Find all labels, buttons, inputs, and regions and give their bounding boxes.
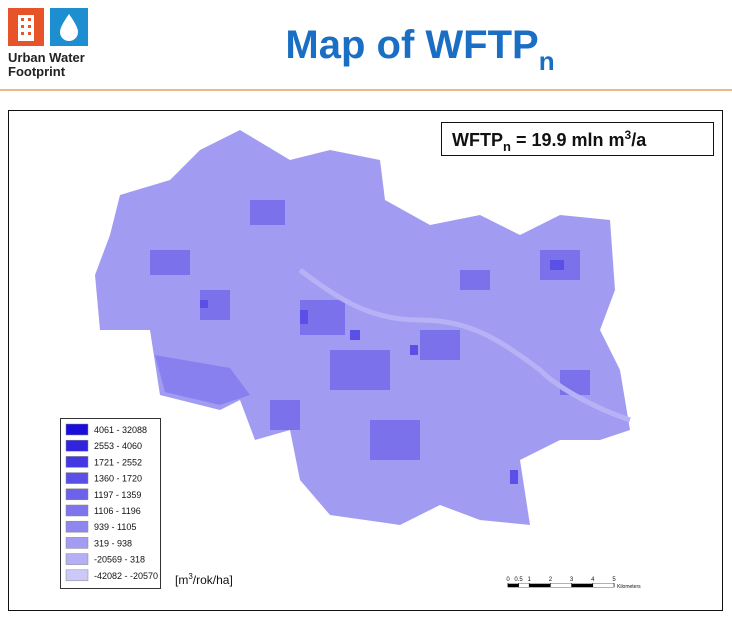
legend-label: 1106 - 1196 [94, 506, 141, 516]
legend-label: -42082 - -20570 [94, 571, 158, 581]
units-text: [m3/rok/ha] [175, 572, 233, 587]
scale-label: 5 [612, 577, 616, 583]
scale-label: 1 [528, 577, 532, 583]
summary-sub: n [503, 139, 511, 154]
legend-label: 4061 - 32088 [94, 425, 147, 435]
legend-swatch [65, 537, 89, 549]
scale-label: 2 [549, 577, 553, 583]
summary-value: = 19.9 mln m [511, 130, 625, 150]
legend-label: 1360 - 1720 [94, 474, 142, 484]
legend-swatch [65, 569, 89, 582]
scale-bar-segment [550, 584, 572, 587]
legend-label: 939 - 1105 [94, 522, 136, 532]
summary-tail: /a [631, 130, 647, 150]
logo-text: Footprint [8, 64, 66, 79]
legend-label: 319 - 938 [94, 538, 132, 548]
legend-swatch [65, 456, 89, 468]
legend-swatch [65, 504, 89, 517]
units-main: [m [175, 573, 188, 587]
legend-label: 1197 - 1359 [94, 490, 141, 500]
summary-sup: 3 [625, 128, 632, 142]
title-main: Map of WFTP [285, 23, 538, 67]
legend-swatch [65, 553, 89, 565]
slide-title: Map of WFTPn [285, 23, 554, 76]
scale-label: 3 [570, 577, 574, 583]
summary-box [441, 122, 714, 156]
logo-drop [60, 14, 78, 41]
legend: 4061 - 32088 2553 - 4060 1721 - 2552 1360 -… [60, 418, 161, 589]
scale-bar-segment [529, 584, 551, 587]
logo-building [18, 15, 34, 41]
summary-text: WFTPn = 19.9 mln m3/a [452, 128, 647, 154]
summary-label: WFTP [452, 130, 503, 150]
legend-swatch [65, 520, 89, 533]
scale-label: 0.5 [514, 577, 523, 583]
scale-label: 4 [591, 577, 595, 583]
legend-label: -20569 - 318 [94, 555, 145, 565]
city-map [95, 130, 631, 525]
units-sup: 3 [188, 572, 193, 581]
legend-swatch [65, 439, 89, 452]
legend-swatch [65, 472, 89, 484]
scale-bar-segment [571, 584, 593, 587]
legend-label: 2553 - 4060 [94, 441, 142, 451]
legend-swatch [65, 488, 89, 501]
units-tail: /rok/ha] [193, 573, 233, 587]
legend-label: 1721 - 2552 [94, 457, 142, 467]
scale-label: 0 [506, 577, 510, 583]
legend-swatch [65, 423, 89, 436]
scale-bar-segment [518, 584, 530, 587]
title-sub: n [539, 46, 555, 76]
scale-bar-segment [592, 584, 614, 587]
logo-text: Urban Water [8, 50, 85, 65]
scale-unit: Kilometers [617, 584, 641, 590]
scale-bar-segment [508, 584, 519, 587]
